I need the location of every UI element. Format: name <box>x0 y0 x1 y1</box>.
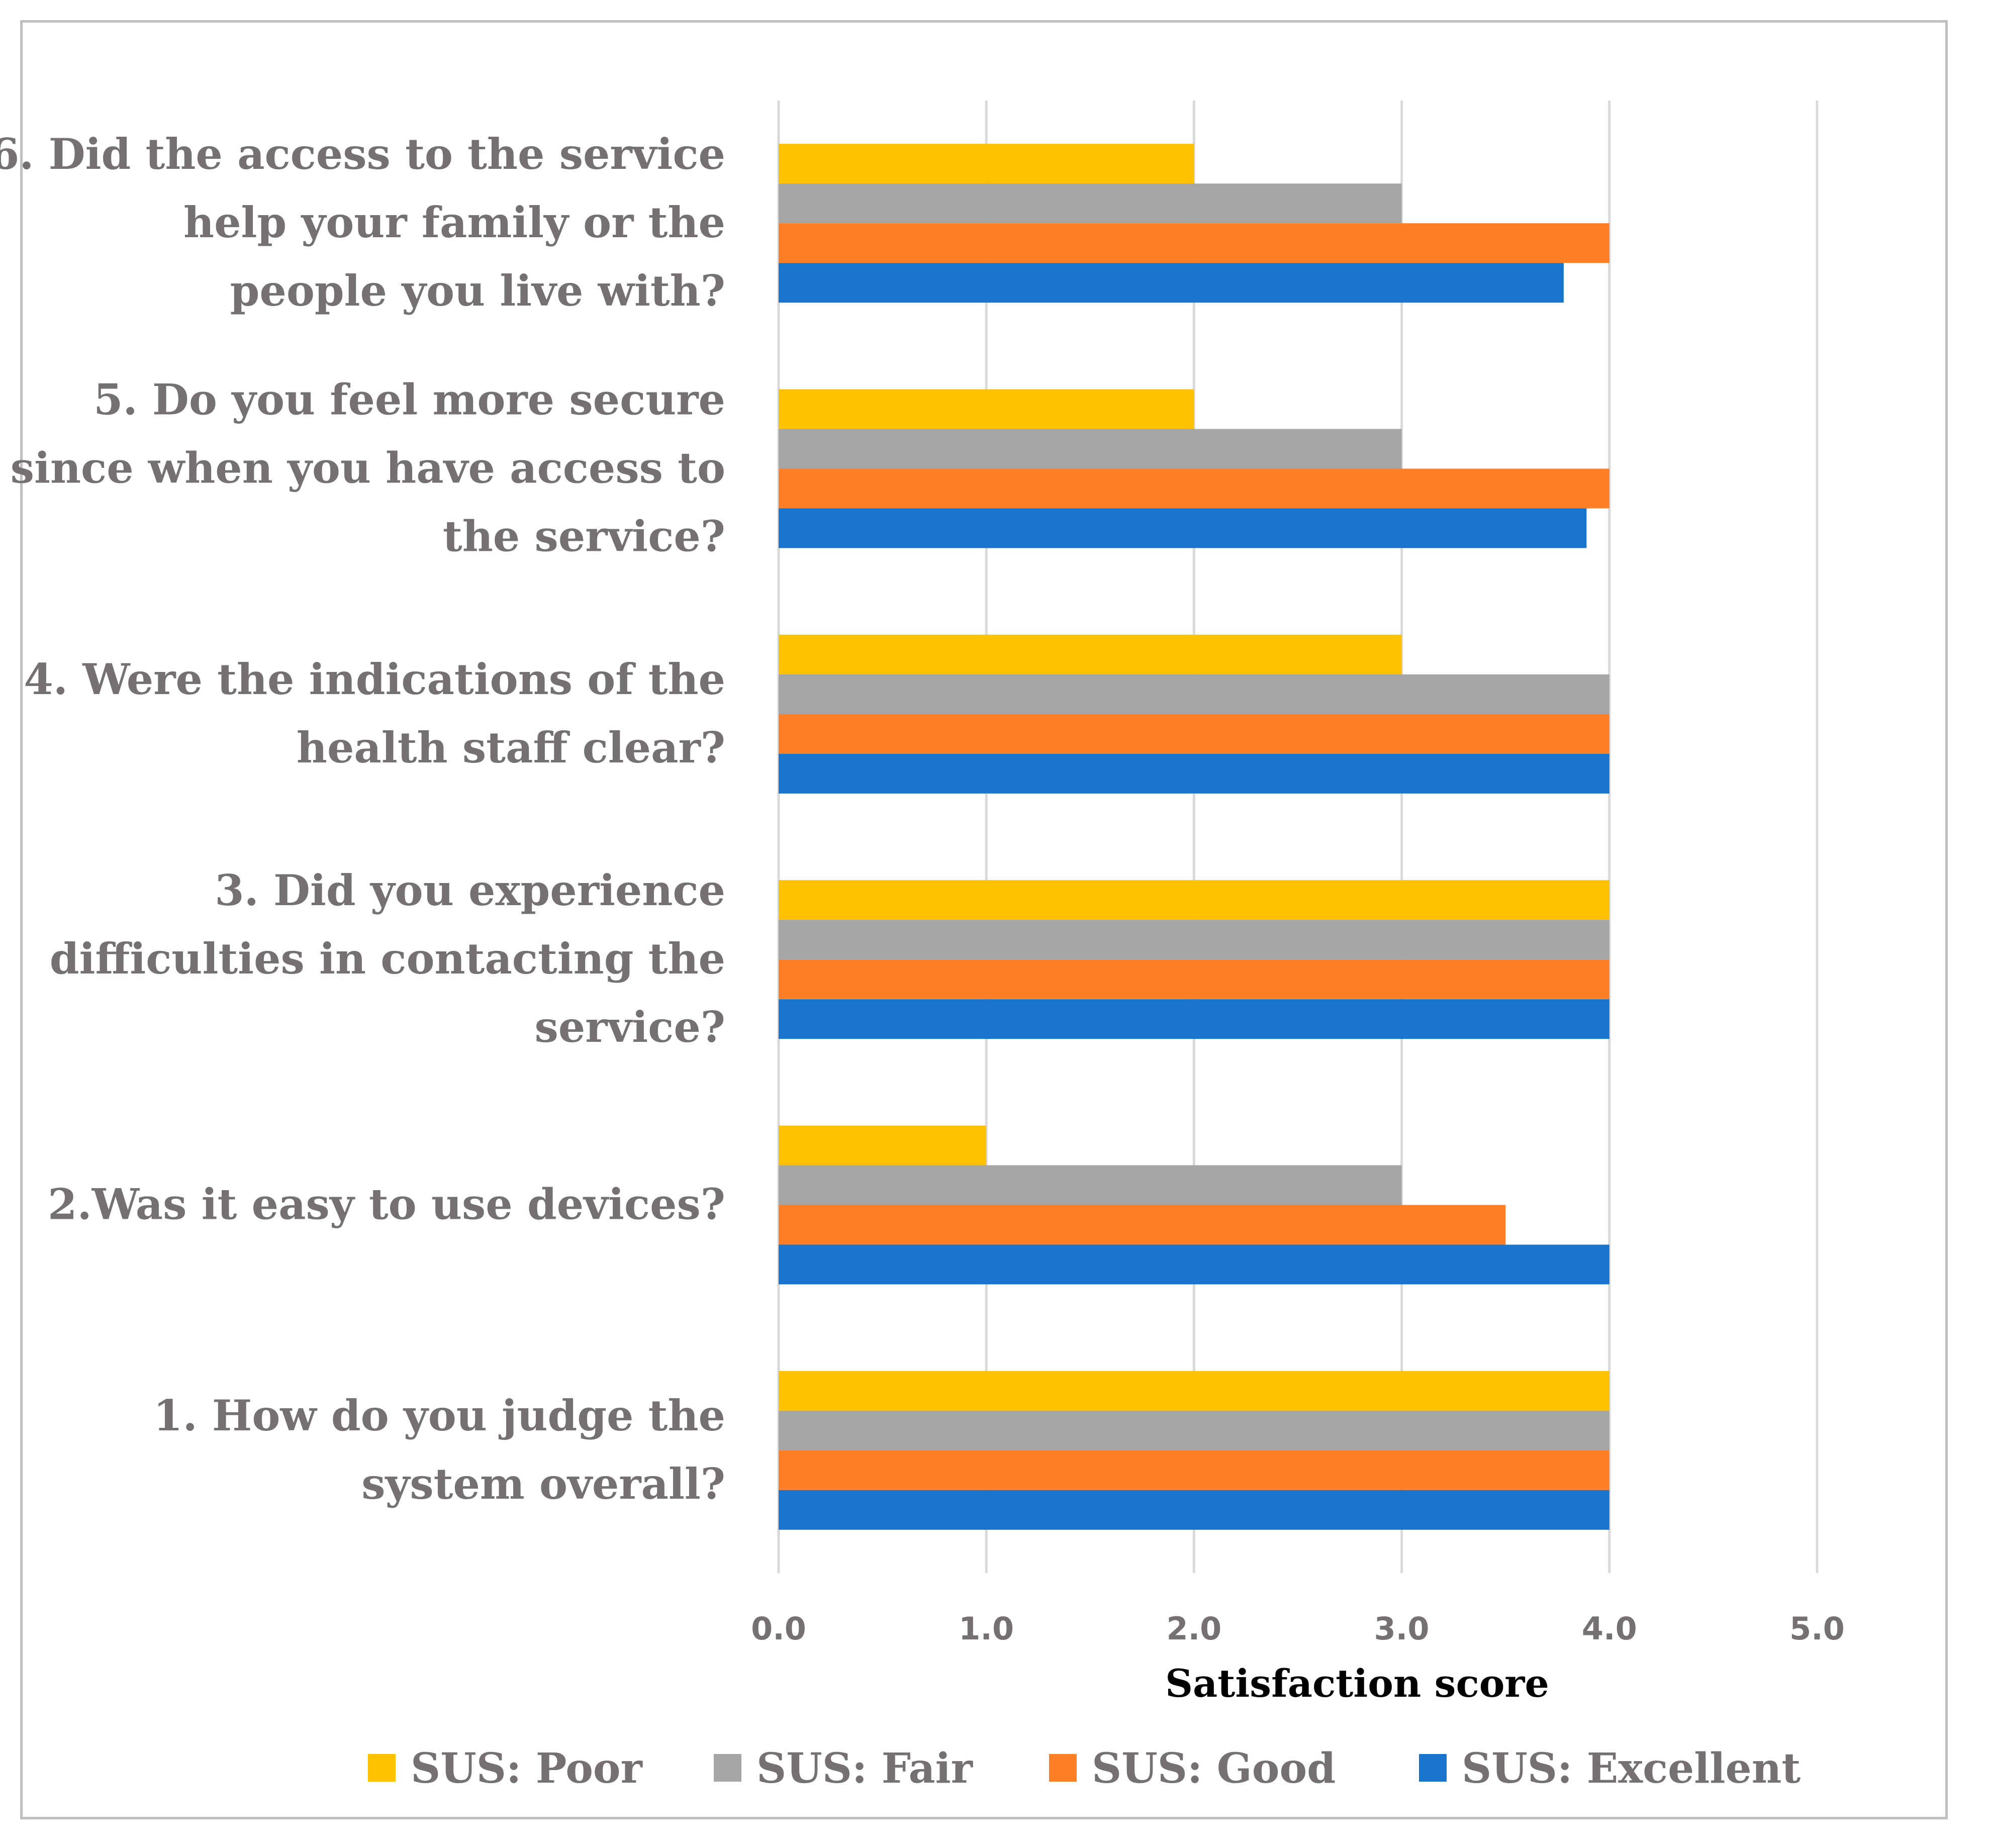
bar <box>779 144 1194 184</box>
legend-label: SUS: Poor <box>411 1744 643 1793</box>
bar <box>779 753 1609 794</box>
category-label: 2.Was it easy to use devices? <box>48 1180 725 1229</box>
bar <box>779 674 1609 714</box>
x-tick-label: 5.0 <box>1789 1610 1845 1647</box>
bar <box>779 959 1609 1000</box>
bar <box>779 183 1402 224</box>
bar <box>779 223 1609 263</box>
category-label: health staff clear? <box>297 723 725 772</box>
x-tick-label: 3.0 <box>1374 1610 1430 1647</box>
bar <box>779 920 1609 960</box>
bar <box>779 1450 1609 1490</box>
bar <box>779 263 1564 303</box>
category-label: help your family or the <box>183 198 725 247</box>
bar <box>779 389 1194 429</box>
category-label: difficulties in contacting the <box>50 934 725 984</box>
legend-swatch <box>714 1754 741 1782</box>
bar <box>779 1125 987 1165</box>
category-label: 6. Did the access to the service <box>0 129 725 179</box>
category-label: 1. How do you judge the <box>153 1391 725 1440</box>
bar <box>779 1371 1609 1411</box>
legend-label: SUS: Good <box>1092 1744 1336 1793</box>
bars <box>779 144 1609 1530</box>
bar <box>779 508 1587 548</box>
category-label: since when you have access to <box>11 443 725 493</box>
category-label: 3. Did you experience <box>215 865 725 915</box>
x-axis-title: Satisfaction score <box>1165 1661 1549 1706</box>
bar <box>779 714 1609 754</box>
legend-swatch <box>1049 1754 1077 1782</box>
category-label: system overall? <box>361 1459 725 1509</box>
legend-label: SUS: Fair <box>756 1744 974 1793</box>
bar <box>779 1165 1402 1205</box>
grid-lines <box>777 101 1819 1573</box>
x-tick-label: 4.0 <box>1582 1610 1637 1647</box>
category-label: 5. Do you feel more secure <box>93 375 725 425</box>
legend-label: SUS: Excellent <box>1462 1744 1800 1793</box>
bar <box>779 468 1609 509</box>
bar <box>779 999 1609 1039</box>
x-tick-labels: 0.0 1.0 2.0 3.0 4.0 5.0 <box>751 1610 1845 1647</box>
bar <box>779 429 1402 469</box>
legend-swatch <box>368 1754 396 1782</box>
x-tick-label: 0.0 <box>751 1610 806 1647</box>
category-label: 4. Were the indications of the <box>24 654 725 704</box>
bar <box>779 880 1609 920</box>
legend: SUS: Poor SUS: Fair SUS: Good SUS: Excellen… <box>368 1744 1800 1793</box>
bar <box>779 1244 1609 1285</box>
x-tick-label: 2.0 <box>1166 1610 1221 1647</box>
bar <box>779 1205 1506 1245</box>
category-labels: 6. Did the access to the service help you… <box>0 129 725 1509</box>
category-label: the service? <box>443 512 725 561</box>
category-label: people you live with? <box>230 266 725 316</box>
bar <box>779 1490 1609 1530</box>
legend-swatch <box>1419 1754 1447 1782</box>
category-label: service? <box>534 1002 725 1052</box>
bar <box>779 1410 1609 1450</box>
x-tick-label: 1.0 <box>959 1610 1014 1647</box>
bar <box>779 634 1402 674</box>
